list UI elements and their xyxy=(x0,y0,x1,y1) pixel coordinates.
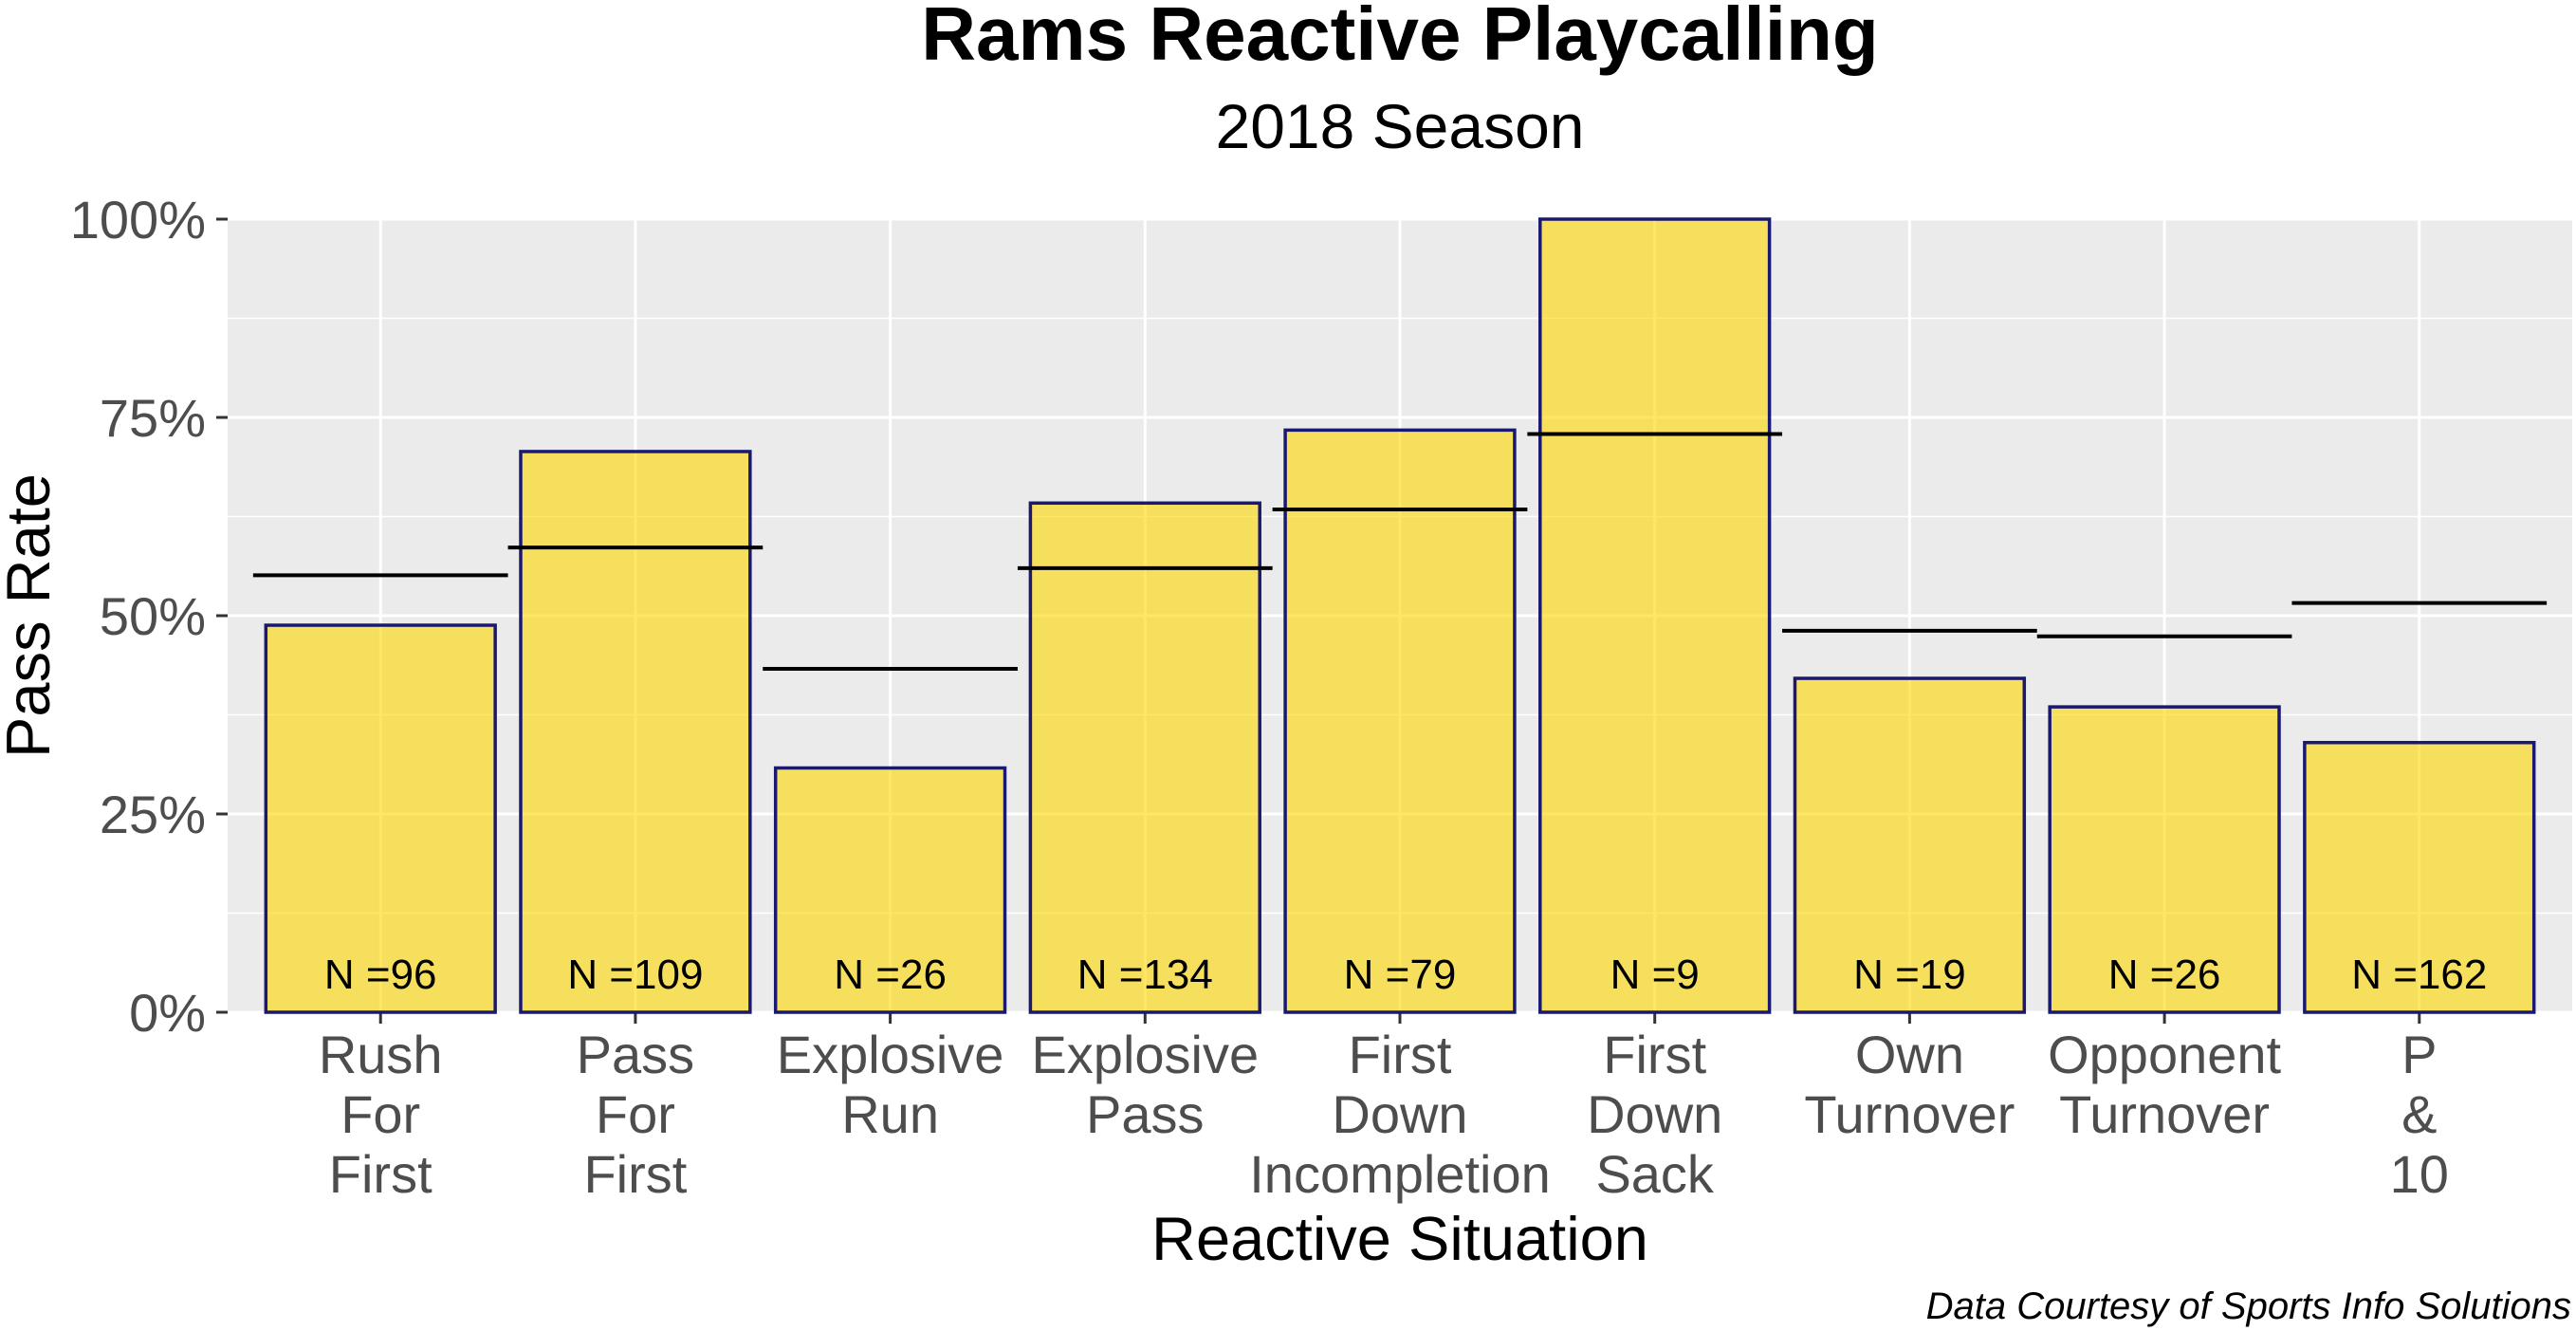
n-label: N =162 xyxy=(2351,952,2487,998)
x-tick-label-line: First xyxy=(1349,1025,1452,1084)
x-tick-label-line: For xyxy=(596,1084,675,1144)
caption: Data Courtesy of Sports Info Solutions xyxy=(1926,1285,2571,1327)
n-label: N =9 xyxy=(1610,952,1700,998)
x-tick-label-line: Pass xyxy=(1086,1084,1205,1144)
x-tick-label-line: First xyxy=(1603,1025,1706,1084)
y-axis: 0% 25% 50% 75% 100% xyxy=(70,190,228,1043)
n-label: N =96 xyxy=(324,952,437,998)
y-tick-label: 100% xyxy=(70,190,206,250)
bar xyxy=(2303,741,2536,1014)
n-label: N =109 xyxy=(567,952,703,998)
bar xyxy=(1283,428,1517,1014)
x-tick-label-line: Rush xyxy=(319,1025,443,1084)
bar xyxy=(264,623,497,1014)
x-tick-label: Explosive Pass xyxy=(1031,1025,1259,1144)
n-label: N =134 xyxy=(1077,952,1213,998)
x-tick-label-line: Turnover xyxy=(2059,1084,2270,1144)
bars xyxy=(264,217,2536,1014)
y-axis-title: Pass Rate xyxy=(0,473,63,758)
chart-subtitle: 2018 Season xyxy=(1215,91,1584,161)
x-axis-title: Reactive Situation xyxy=(1151,1204,1648,1273)
bar xyxy=(2048,705,2281,1014)
x-tick-label-line: Pass xyxy=(577,1025,695,1084)
reference-lines xyxy=(252,432,2548,672)
bar xyxy=(519,450,752,1014)
x-tick-label-line: Turnover xyxy=(1804,1084,2015,1144)
x-tick-label: Rush For First xyxy=(319,1025,443,1204)
x-tick-label-line: 10 xyxy=(2390,1144,2449,1204)
chart-title: Rams Reactive Playcalling xyxy=(921,0,1878,76)
x-tick-label-line: For xyxy=(340,1084,420,1144)
x-tick-label: Own Turnover xyxy=(1804,1025,2015,1144)
y-tick-label: 75% xyxy=(100,388,206,448)
x-tick-label-line: Run xyxy=(841,1084,939,1144)
n-labels: N =96 N =109 N =26 N =134 N =79 N =9 N =19 N =2… xyxy=(324,952,2487,998)
x-tick-label-line: Sack xyxy=(1595,1144,1714,1204)
x-tick-label-line: & xyxy=(2401,1084,2437,1144)
x-tick-label-line: Incompletion xyxy=(1249,1144,1551,1204)
y-tick-label: 0% xyxy=(129,983,206,1043)
y-tick-label: 25% xyxy=(100,785,206,844)
x-tick-label: Opponent Turnover xyxy=(2048,1025,2281,1144)
n-label: N =26 xyxy=(2108,952,2221,998)
bar xyxy=(1028,501,1261,1014)
n-label: N =26 xyxy=(834,952,947,998)
y-tick-label: 50% xyxy=(100,586,206,646)
x-tick-label-line: First xyxy=(583,1144,687,1204)
x-tick-label: Pass For First xyxy=(577,1025,695,1204)
bar xyxy=(773,766,1007,1014)
x-tick-label-line: Opponent xyxy=(2048,1025,2281,1084)
x-tick-label: First Down Sack xyxy=(1587,1025,1722,1204)
bar xyxy=(1538,217,1772,1014)
x-tick-label: P & 10 xyxy=(2390,1025,2449,1204)
x-tick-label-line: First xyxy=(329,1144,432,1204)
x-tick-label: First Down Incompletion xyxy=(1249,1025,1551,1204)
n-label: N =19 xyxy=(1853,952,1966,998)
x-tick-label-line: P xyxy=(2401,1025,2437,1084)
x-tick-label-line: Own xyxy=(1855,1025,1964,1084)
x-tick-label-line: Explosive xyxy=(1031,1025,1259,1084)
x-tick-label: Explosive Run xyxy=(777,1025,1004,1144)
x-tick-label-line: Explosive xyxy=(777,1025,1004,1084)
x-tick-label-line: Down xyxy=(1587,1084,1722,1144)
n-label: N =79 xyxy=(1344,952,1457,998)
x-tick-label-line: Down xyxy=(1332,1084,1467,1144)
bar xyxy=(1793,676,2027,1014)
